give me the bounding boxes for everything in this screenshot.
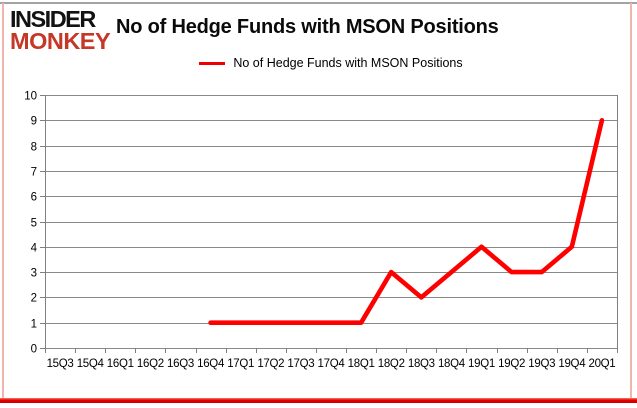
- plot-borders: [45, 95, 618, 348]
- x-axis-label: 19Q4: [558, 358, 586, 370]
- y-axis-label: 10: [24, 91, 37, 103]
- x-axis-label: 15Q4: [77, 358, 105, 370]
- logo-text-monkey: MONKEY: [10, 27, 111, 54]
- x-tick-marks: [45, 348, 618, 353]
- y-axis-label: 7: [31, 167, 37, 179]
- y-axis-label: 3: [31, 268, 37, 280]
- x-axis-label: 17Q2: [257, 358, 284, 370]
- x-axis-label: 17Q1: [227, 358, 254, 370]
- x-axis-label: 16Q3: [167, 358, 194, 370]
- x-axis-label: 18Q4: [438, 358, 466, 370]
- legend-label: No of Hedge Funds with MSON Positions: [233, 56, 463, 70]
- x-axis-label: 17Q3: [287, 358, 314, 370]
- legend-line-marker: [199, 61, 226, 65]
- series-line: [208, 117, 605, 325]
- chart-legend: No of Hedge Funds with MSON Positions: [45, 56, 617, 70]
- x-axis-label: 16Q2: [137, 358, 164, 370]
- y-axis-label: 9: [31, 116, 37, 128]
- x-axis-label: 18Q3: [408, 358, 435, 370]
- chart-title: No of Hedge Funds with MSON Positions: [116, 16, 499, 38]
- logo-text-insider: INSIDER: [10, 6, 96, 32]
- x-axis-label: 20Q1: [588, 358, 615, 370]
- frame-border-bottom: [0, 398, 637, 403]
- x-axis-label: 19Q1: [468, 358, 495, 370]
- x-axis-label: 18Q2: [378, 358, 405, 370]
- y-axis-label: 1: [31, 319, 37, 331]
- y-axis-label: 8: [31, 142, 37, 154]
- x-axis-label: 16Q4: [197, 358, 225, 370]
- x-axis-label: 15Q3: [47, 358, 74, 370]
- y-axis-labels: 0 1 2 3 4 5 6 7 8 9 10: [24, 91, 37, 356]
- y-axis-label: 4: [31, 243, 38, 255]
- frame-border-top: [0, 2, 637, 4]
- x-axis-labels: 15Q3 15Q4 16Q1 16Q2 16Q3 16Q4 17Q1 17Q2 17Q3 17Q4…: [47, 358, 616, 370]
- y-axis-label: 0: [31, 344, 37, 356]
- x-axis-label: 18Q1: [348, 358, 375, 370]
- x-axis-label: 16Q1: [107, 358, 134, 370]
- frame-border-right: [630, 3, 632, 400]
- y-axis-label: 2: [31, 293, 37, 305]
- y-gridlines: [45, 95, 617, 349]
- x-axis-label: 19Q2: [498, 358, 525, 370]
- y-axis-label: 5: [31, 218, 37, 230]
- line-chart-plot-area: 0 1 2 3 4 5 6 7 8 9 10 15Q3 15Q4 16Q1 16Q2 16Q3 16Q4 17Q1…: [24, 91, 618, 370]
- insider-monkey-logo: INSIDER MONKEY: [10, 6, 111, 54]
- x-axis-label: 17Q4: [318, 358, 346, 370]
- x-axis-label: 19Q3: [528, 358, 555, 370]
- y-axis-label: 6: [31, 192, 37, 204]
- frame-border-left: [2, 3, 4, 400]
